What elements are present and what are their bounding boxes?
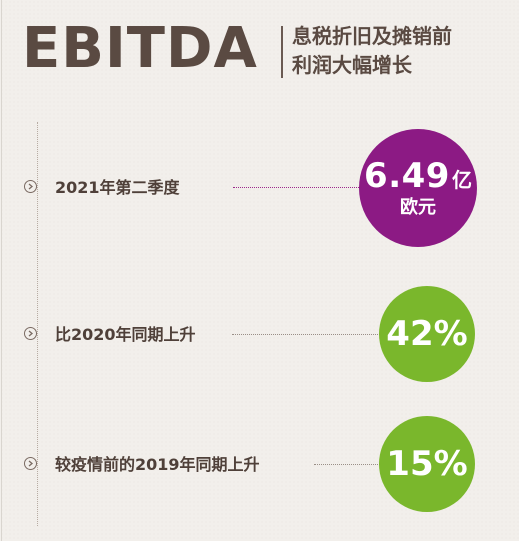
timeline-line	[37, 122, 38, 526]
growth-percent: 42%	[386, 314, 468, 354]
row-q2-2021: 2021年第二季度	[24, 174, 180, 198]
amount-value-line: 6.49 亿	[364, 159, 472, 193]
row-vs-2020: 比2020年同期上升	[24, 321, 196, 345]
leader-line	[233, 187, 361, 188]
frame-edge	[1, 0, 2, 541]
leader-line	[232, 334, 382, 335]
growth-circle-2019: 15%	[379, 416, 475, 512]
row-vs-2019: 较疫情前的2019年同期上升	[24, 451, 260, 475]
page-title: EBITDA	[22, 16, 258, 81]
row-label: 2021年第二季度	[55, 178, 180, 197]
amount-unit: 亿	[451, 168, 472, 192]
amount-value: 6.49	[364, 156, 450, 196]
title-divider	[281, 26, 283, 78]
subtitle: 息税折旧及摊销前 利润大幅增长	[292, 22, 512, 80]
amount-circle: 6.49 亿 欧元	[359, 129, 477, 247]
row-label: 比2020年同期上升	[55, 325, 196, 344]
subtitle-line-2: 利润大幅增长	[292, 53, 412, 77]
growth-percent: 15%	[386, 444, 468, 484]
growth-circle-2020: 42%	[379, 286, 475, 382]
amount-currency: 欧元	[400, 197, 436, 218]
chevron-right-icon	[24, 179, 37, 193]
chevron-right-icon	[24, 326, 37, 340]
subtitle-line-1: 息税折旧及摊销前	[292, 24, 452, 48]
chevron-right-icon	[24, 456, 37, 470]
row-label: 较疫情前的2019年同期上升	[55, 455, 260, 474]
leader-line	[314, 464, 382, 465]
